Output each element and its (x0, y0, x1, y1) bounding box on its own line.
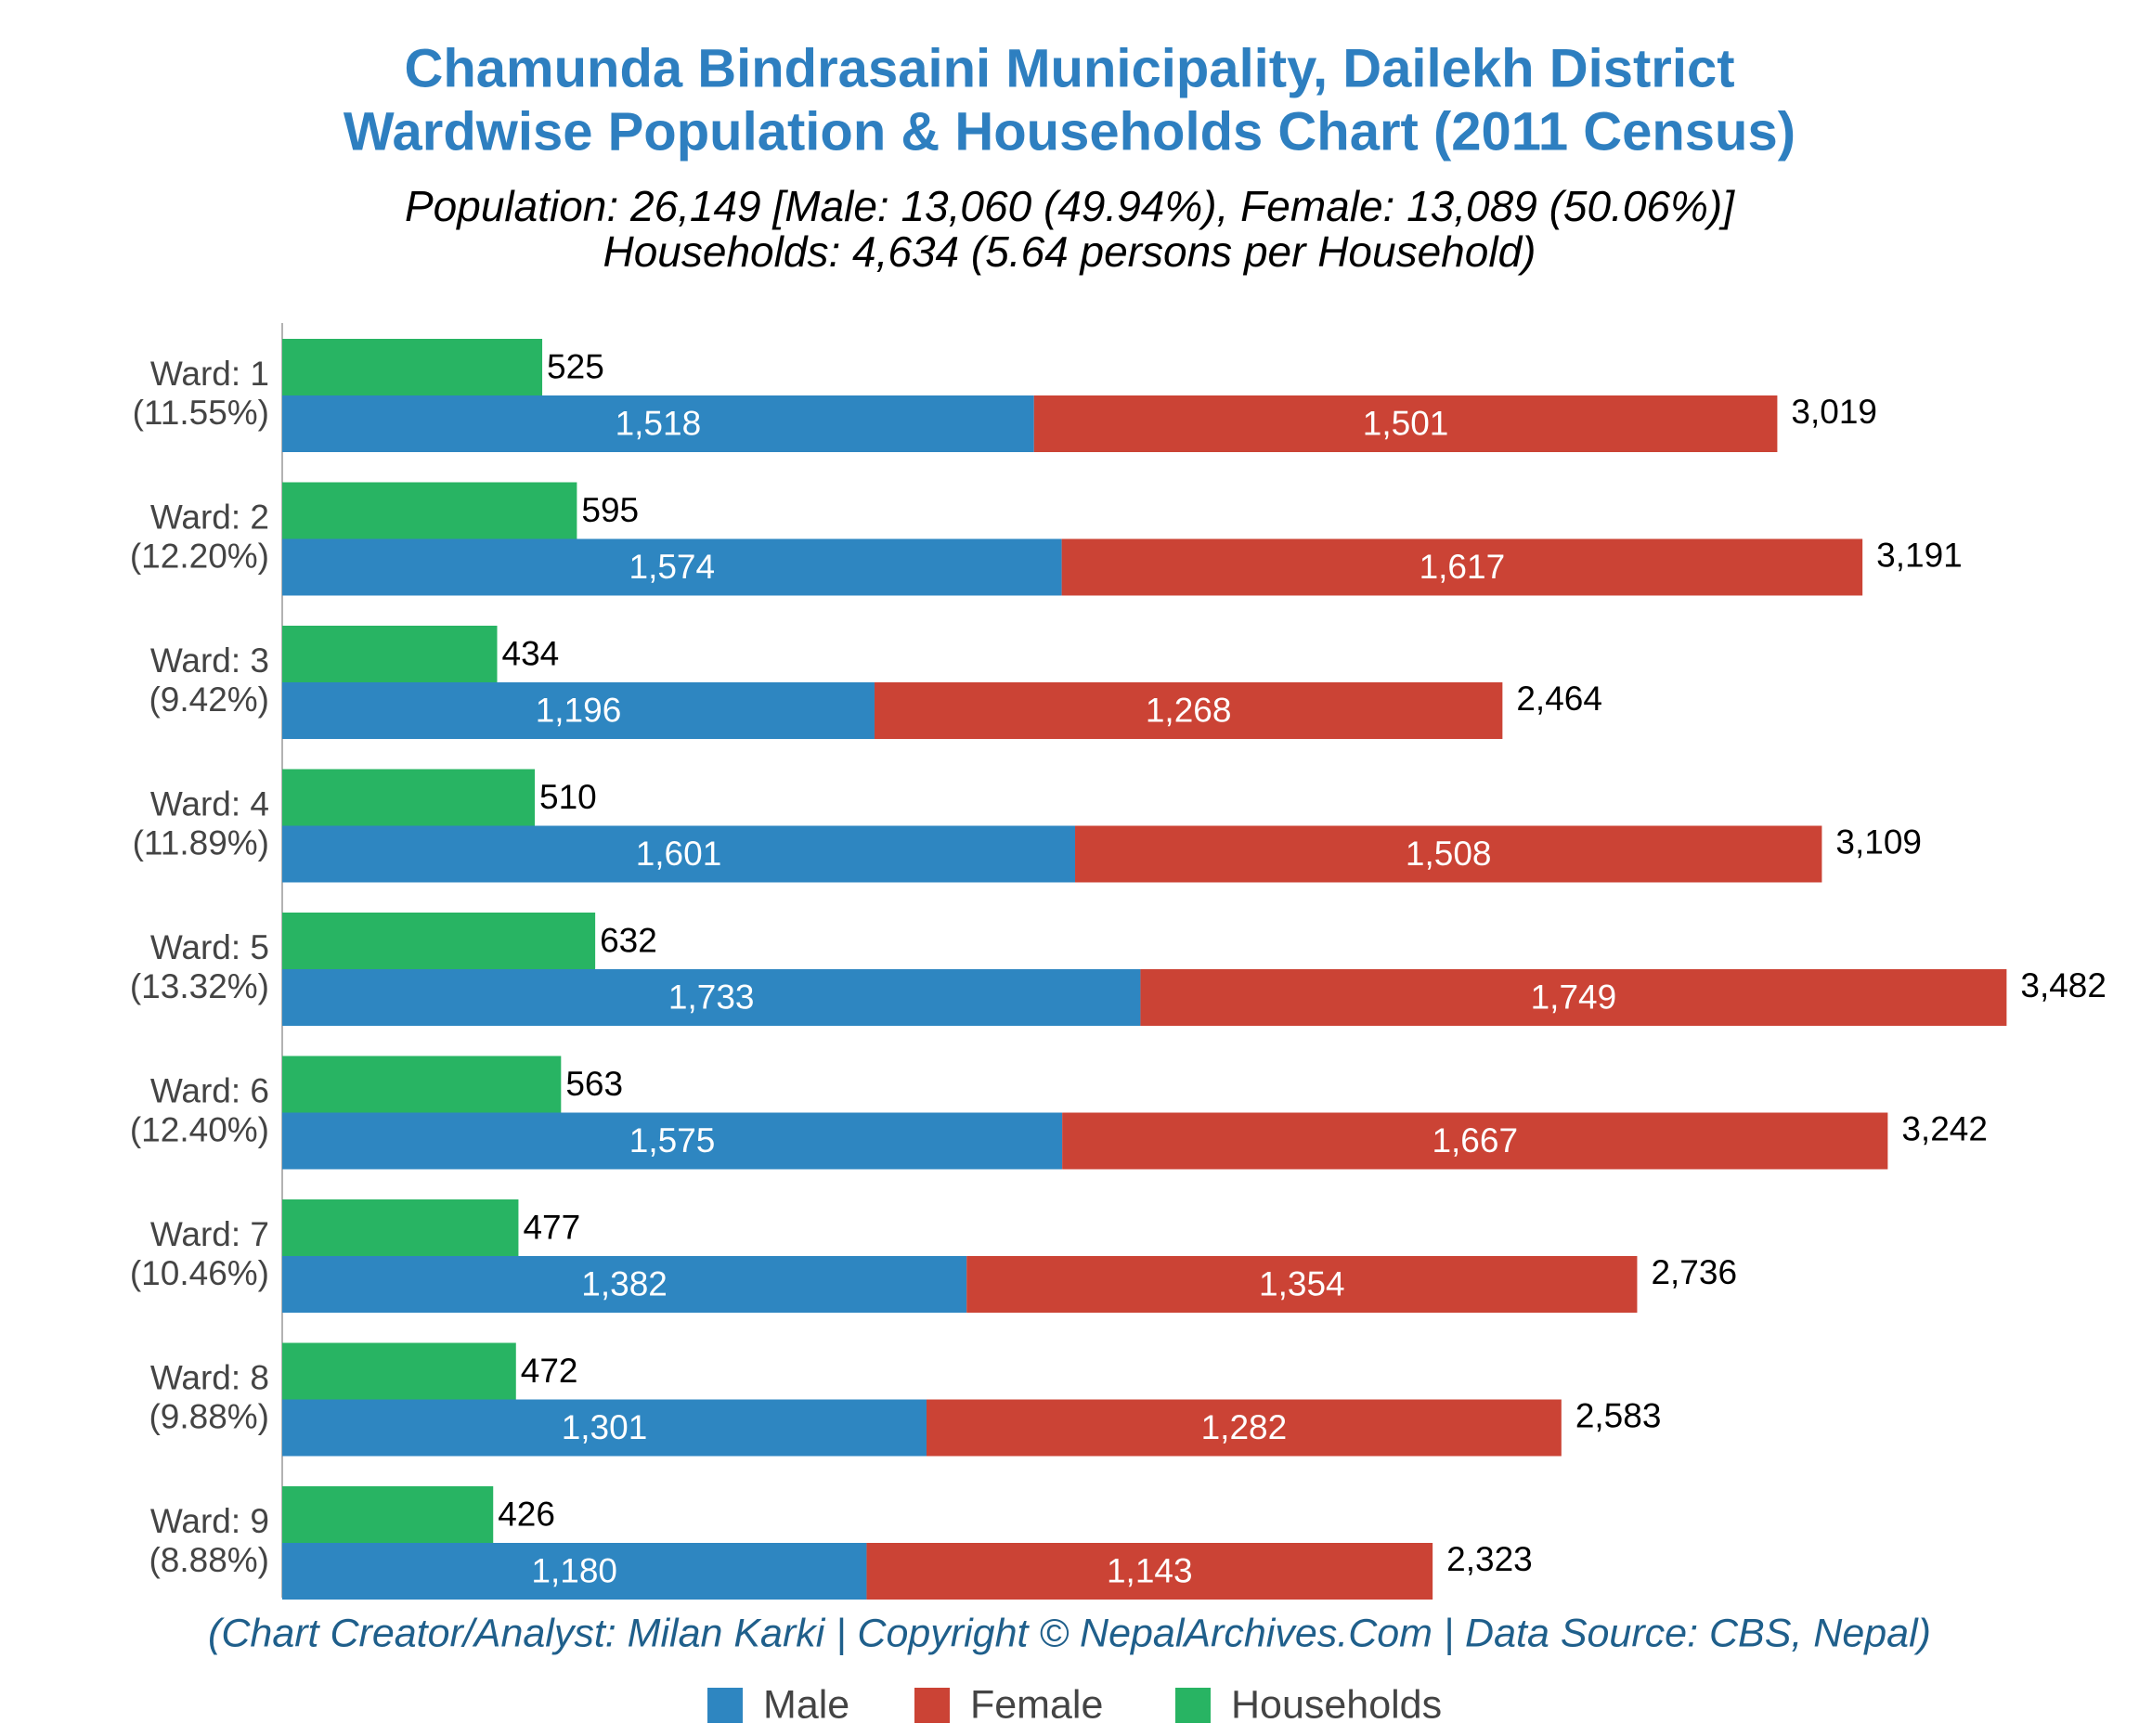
chart-subtitle: Population: 26,149 [Male: 13,060 (49.94%… (405, 182, 1735, 230)
bar-value-label: 632 (600, 921, 657, 959)
bar-segment (282, 538, 1062, 596)
bar (282, 1199, 519, 1256)
legend-swatch (707, 1688, 743, 1723)
bar-segment (1033, 395, 1778, 452)
bar-segment (1062, 1112, 1888, 1170)
total-label: 3,242 (1901, 1109, 1988, 1147)
legend-swatch (1175, 1688, 1211, 1723)
y-tick-label: Ward: 7 (150, 1215, 269, 1253)
total-label: 3,019 (1791, 393, 1877, 431)
bar-value-label: 525 (547, 347, 604, 385)
bar-value-label: 1,180 (531, 1551, 617, 1589)
y-tick-label: Ward: 9 (150, 1502, 269, 1540)
bar (282, 626, 498, 682)
bar (282, 1342, 516, 1400)
bar (282, 1056, 562, 1113)
legend-swatch (914, 1688, 950, 1723)
bar-value-label: 563 (565, 1065, 623, 1103)
bar-value-label: 1,501 (1363, 404, 1449, 442)
total-label: 2,323 (1446, 1540, 1533, 1578)
bar-value-label: 477 (523, 1208, 580, 1246)
y-tick-label: (13.32%) (130, 967, 269, 1005)
legend-label: Male (763, 1682, 849, 1727)
bar-segment (282, 1112, 1063, 1170)
bar (282, 482, 577, 539)
y-tick-label: (12.20%) (130, 537, 269, 575)
bar-segment (874, 682, 1503, 739)
bar-segment (282, 969, 1141, 1026)
bar-value-label: 1,749 (1531, 978, 1617, 1016)
bar-value-label: 1,733 (668, 978, 755, 1016)
y-tick-label: (11.55%) (133, 394, 269, 432)
bar-value-label: 1,301 (562, 1408, 648, 1446)
y-tick-label: Ward: 8 (150, 1358, 269, 1396)
bar-segment (282, 1543, 867, 1600)
bar-segment (282, 825, 1076, 883)
chart-subtitle: Households: 4,634 (5.64 persons per Hous… (603, 227, 1536, 276)
bar-value-label: 1,575 (629, 1121, 716, 1159)
bar-segment (966, 1256, 1638, 1313)
y-tick-label: (10.46%) (130, 1254, 269, 1292)
bar (282, 339, 543, 395)
chart-note: (Chart Creator/Analyst: Milan Karki | Co… (208, 1611, 1931, 1655)
bar-segment (866, 1543, 1433, 1600)
y-tick-label: Ward: 4 (150, 784, 269, 823)
bar-segment (1075, 825, 1822, 883)
bar-value-label: 510 (539, 778, 597, 816)
y-tick-label: (12.40%) (130, 1110, 269, 1148)
bar-segment (282, 1256, 967, 1313)
bar-value-label: 1,282 (1201, 1408, 1288, 1446)
bar-segment (282, 682, 875, 739)
bar (282, 1486, 494, 1543)
total-label: 3,109 (1835, 823, 1922, 861)
bar (282, 769, 536, 826)
bar-value-label: 1,518 (616, 404, 702, 442)
bar-value-label: 1,196 (536, 691, 622, 729)
y-tick-label: (9.42%) (149, 680, 269, 719)
legend-label: Households (1231, 1682, 1442, 1727)
y-tick-label: Ward: 1 (150, 355, 269, 393)
bar-value-label: 1,574 (629, 548, 716, 586)
y-tick-label: Ward: 5 (150, 928, 269, 966)
bar-segment (282, 395, 1034, 452)
total-label: 3,191 (1876, 536, 1963, 574)
bar-segment (282, 1399, 927, 1457)
bar-segment (926, 1399, 1562, 1457)
bar-value-label: 426 (498, 1495, 555, 1533)
bar-value-label: 1,354 (1259, 1264, 1345, 1302)
total-label: 2,736 (1651, 1253, 1737, 1291)
bar (282, 913, 596, 969)
chart-title: Wardwise Population & Households Chart (… (344, 101, 1795, 162)
legend-label: Female (970, 1682, 1103, 1727)
bar-value-label: 434 (502, 634, 560, 672)
y-tick-label: (9.88%) (149, 1397, 269, 1435)
bar-value-label: 1,667 (1432, 1121, 1518, 1159)
y-tick-label: (8.88%) (149, 1541, 269, 1579)
y-tick-label: Ward: 6 (150, 1071, 269, 1109)
y-tick-label: (11.89%) (133, 823, 269, 862)
total-label: 2,464 (1516, 680, 1602, 718)
bar-value-label: 1,382 (581, 1264, 668, 1302)
bar-value-label: 1,617 (1420, 548, 1506, 586)
y-tick-label: Ward: 2 (150, 498, 269, 536)
bar-value-label: 1,268 (1146, 691, 1232, 729)
bar-value-label: 595 (581, 491, 639, 529)
bar-segment (1061, 538, 1863, 596)
chart-title: Chamunda Bindrasaini Municipality, Daile… (404, 38, 1734, 98)
total-label: 2,583 (1575, 1396, 1662, 1434)
bar-value-label: 1,508 (1406, 835, 1492, 873)
total-label: 3,482 (2020, 966, 2107, 1004)
bar-value-label: 472 (521, 1352, 578, 1390)
bar-value-label: 1,601 (636, 835, 722, 873)
bar-value-label: 1,143 (1107, 1551, 1193, 1589)
y-tick-label: Ward: 3 (150, 641, 269, 680)
bar-segment (1140, 969, 2007, 1026)
